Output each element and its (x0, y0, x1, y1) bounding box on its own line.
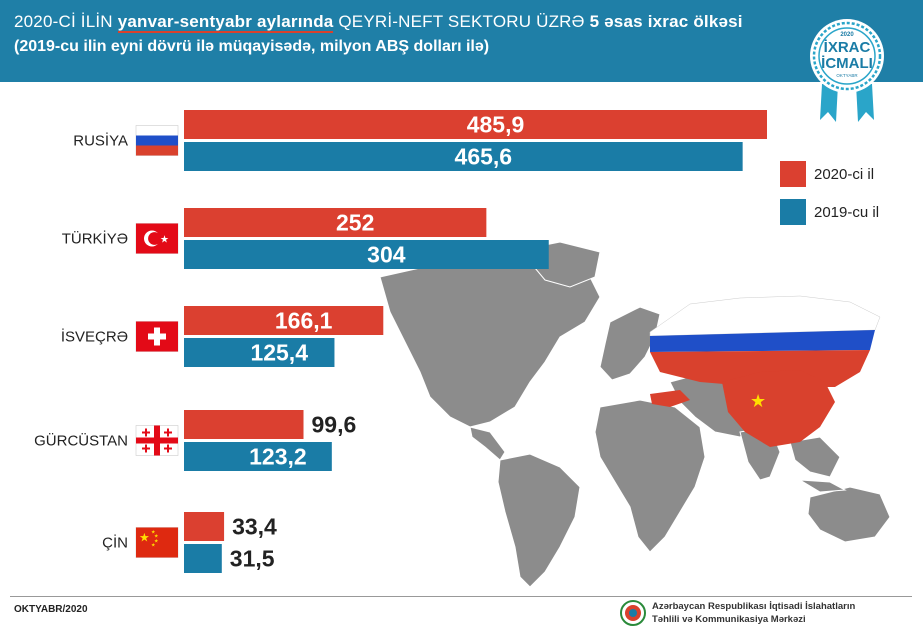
value-label-cin-2019: 31,5 (230, 546, 275, 572)
value-label-isvecre-2019: 125,4 (250, 340, 308, 366)
chart-legend: 2020-ci il 2019-cu il (780, 160, 879, 236)
rusiya-flag-icon (135, 125, 179, 156)
svg-text:★: ★ (151, 543, 156, 549)
bar-rusiya-2019 (184, 142, 743, 171)
title-part-3: QEYRİ-NEFT SEKTORU ÜZRƏ (333, 12, 590, 31)
legend-item-2020: 2020-ci il (780, 160, 879, 188)
ixrac-icmali-badge: 2020 İXRAC İCMALI OKTYABR (810, 19, 884, 122)
bar-turkiye-2020 (184, 208, 487, 237)
organization-emblem-icon (620, 600, 646, 626)
svg-text:★: ★ (139, 531, 150, 545)
category-label-cin: ÇİN (102, 534, 128, 552)
footer-divider (10, 596, 912, 597)
china-map-highlight: ★ (722, 370, 835, 447)
isvecre-flag-icon (135, 321, 179, 352)
legend-item-2019: 2019-cu il (780, 198, 879, 226)
category-label-turkiye: TÜRKİYƏ (62, 230, 128, 248)
footer-date: OKTYABR/2020 (14, 604, 88, 615)
bar-rusiya-2020 (184, 110, 767, 139)
legend-swatch-2019 (780, 199, 806, 225)
bar-turkiye-2019 (184, 240, 549, 269)
svg-text:★: ★ (154, 534, 159, 540)
svg-text:★: ★ (154, 539, 159, 545)
bar-cin-2020 (184, 512, 225, 541)
category-label-rusiya: RUSİYA (73, 132, 128, 150)
value-label-isvecre-2020: 166,1 (275, 308, 333, 334)
turkiye-flag-icon: ★ (135, 223, 179, 254)
badge-line2: İCMALI (821, 55, 873, 72)
value-label-rusiya-2019: 465,6 (455, 144, 513, 170)
title-part-1: 2020-Cİ İLİN (14, 12, 118, 31)
svg-text:★: ★ (151, 530, 156, 536)
badge-line1: İXRAC (824, 39, 871, 56)
category-label-gurcustan: GÜRCÜSTAN (34, 432, 128, 450)
value-label-gurcustan-2020: 99,6 (312, 412, 357, 438)
org-name-line1: Azərbaycan Respublikası İqtisadi İslahat… (652, 601, 856, 612)
title-part-2: yanvar-sentyabr aylarında (117, 12, 334, 33)
legend-swatch-2020 (780, 161, 806, 187)
world-map-background (379, 241, 891, 588)
cin-flag-icon: ★ ★★★★ (135, 527, 179, 558)
value-label-gurcustan-2019: 123,2 (249, 444, 307, 470)
bar-isvecre-2019 (184, 338, 335, 367)
bar-gurcustan-2020 (184, 410, 304, 439)
svg-text:★: ★ (750, 391, 766, 412)
bar-gurcustan-2019 (184, 442, 332, 471)
svg-text:★: ★ (160, 235, 169, 246)
bar-cin-2019 (184, 544, 222, 573)
turkey-map-highlight (650, 390, 690, 407)
title-part-4: 5 əsas ixrac ölkəsi (589, 12, 743, 31)
header-banner: 2020-Cİ İLİN yanvar-sentyabr aylarında Q… (0, 0, 923, 82)
badge-year: 2020 (840, 32, 854, 38)
value-label-turkiye-2020: 252 (336, 210, 374, 236)
legend-label-2019: 2019-cu il (814, 203, 880, 221)
gurcustan-flag-icon (135, 425, 179, 456)
value-label-rusiya-2020: 485,9 (467, 112, 525, 138)
russia-map-highlight (649, 295, 881, 387)
value-label-cin-2020: 33,4 (232, 514, 277, 540)
page-title: 2020-Cİ İLİN yanvar-sentyabr aylarında Q… (14, 12, 743, 33)
bar-isvecre-2020 (184, 306, 384, 335)
legend-label-2020: 2020-ci il (814, 165, 875, 183)
value-label-turkiye-2019: 304 (367, 242, 406, 268)
page-subtitle: (2019-cu ilin eyni dövrü ilə müqayisədə,… (14, 38, 490, 55)
org-name-line2: Təhlili və Kommunikasiya Mərkəzi (652, 614, 806, 625)
footer-organization: Azərbaycan Respublikası İqtisadi İslahat… (620, 600, 855, 626)
badge-month: OKTYABR (836, 73, 858, 78)
category-label-isvecre: İSVEÇRƏ (61, 328, 128, 346)
